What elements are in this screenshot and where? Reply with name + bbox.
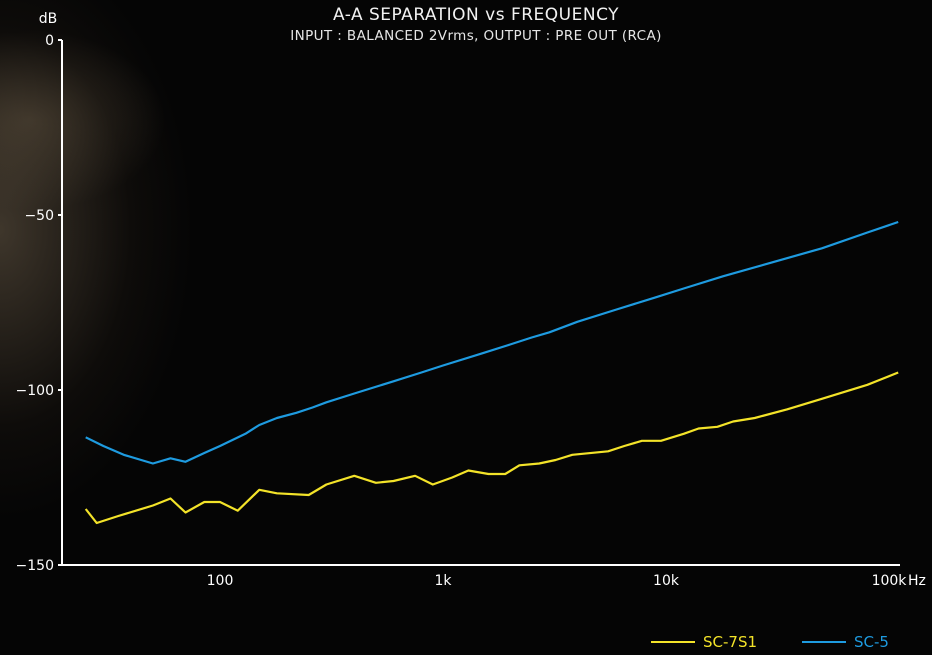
legend-label-sc5: SC-5 [854,633,889,651]
y-tick-label: −150 [16,558,54,574]
x-tick-label: 1k [434,573,452,589]
chart-subtitle: INPUT : BALANCED 2Vrms, OUTPUT : PRE OUT… [290,28,662,44]
x-axis-unit: Hz [908,573,926,589]
legend-item-sc5: SC-5 [802,632,889,652]
y-tick-label: 0 [45,33,54,49]
x-tick-label: 100 [207,573,234,589]
legend-swatch-sc7s1 [651,641,695,643]
legend-label-sc7s1: SC-7S1 [703,633,758,651]
x-tick-label: 100k [872,573,908,589]
x-tick-label: 10k [653,573,680,589]
series-line-sc7s1 [84,371,899,525]
y-axis-unit: dB [39,11,58,27]
chart-title: A-A SEPARATION vs FREQUENCY [332,5,620,25]
y-tick-label: −50 [24,208,54,224]
series-line-sc5 [85,220,899,465]
y-tick-label: −100 [16,383,54,399]
legend-swatch-sc5 [802,641,846,643]
legend-item-sc7s1: SC-7S1 [651,632,757,652]
